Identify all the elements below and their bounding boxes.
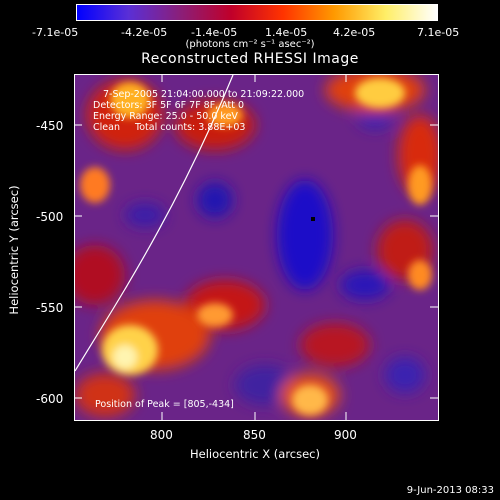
x-tick-label-2: 850 (243, 428, 266, 442)
x-axis-label: Heliocentric X (arcsec) (190, 447, 320, 461)
y-axis-label: Heliocentric Y (arcsec) (7, 185, 21, 315)
info-line-detectors: Detectors: 3F 5F 6F 7F 8F, Att 0 (93, 100, 245, 111)
colorbar-tick-1: -7.1e-05 (32, 26, 79, 39)
colorbar-unit-label: (photons cm⁻² s⁻¹ asec⁻²) (185, 39, 315, 50)
colorbar-tick-6: 7.1e-05 (417, 26, 460, 39)
y-tick-label-4: -600 (36, 392, 64, 406)
y-tick-label-2: -500 (36, 210, 64, 224)
info-line-time: 7-Sep-2005 21:04:00.000 to 21:09:22.000 (103, 89, 305, 100)
footer-date: 9-Jun-2013 08:33 (406, 485, 494, 496)
x-tick-label-1: 800 (150, 428, 173, 442)
y-tick-label-1: -450 (36, 119, 64, 133)
y-tick-label-3: -550 (36, 301, 64, 315)
colorbar-tick-2: -4.2e-05 (121, 26, 168, 39)
peak-position-label: Position of Peak = [805,-434] (95, 399, 234, 410)
peak-marker (311, 217, 315, 221)
colorbar-tick-4: 1.4e-05 (265, 26, 308, 39)
x-tick-label-3: 900 (334, 428, 357, 442)
info-block: 7-Sep-2005 21:04:00.000 to 21:09:22.000 … (93, 89, 304, 133)
rhessi-image (75, 75, 438, 420)
rhessi-image-plot: 7-Sep-2005 21:04:00.000 to 21:09:22.000 … (74, 74, 439, 421)
colorbar-tick-5: 4.2e-05 (333, 26, 376, 39)
info-line-clean: Clean Total counts: 3.88E+03 (93, 122, 246, 133)
colorbar-tick-3: -1.4e-05 (191, 26, 238, 39)
solar-limb-line (75, 75, 234, 372)
plot-title: Reconstructed RHESSI Image (141, 51, 359, 67)
colorbar (76, 4, 438, 21)
info-line-energy: Energy Range: 25.0 - 50.0 keV (93, 111, 238, 122)
colorbar-tick-labels: -7.1e-05 -4.2e-05 -1.4e-05 1.4e-05 4.2e-… (0, 0, 500, 50)
